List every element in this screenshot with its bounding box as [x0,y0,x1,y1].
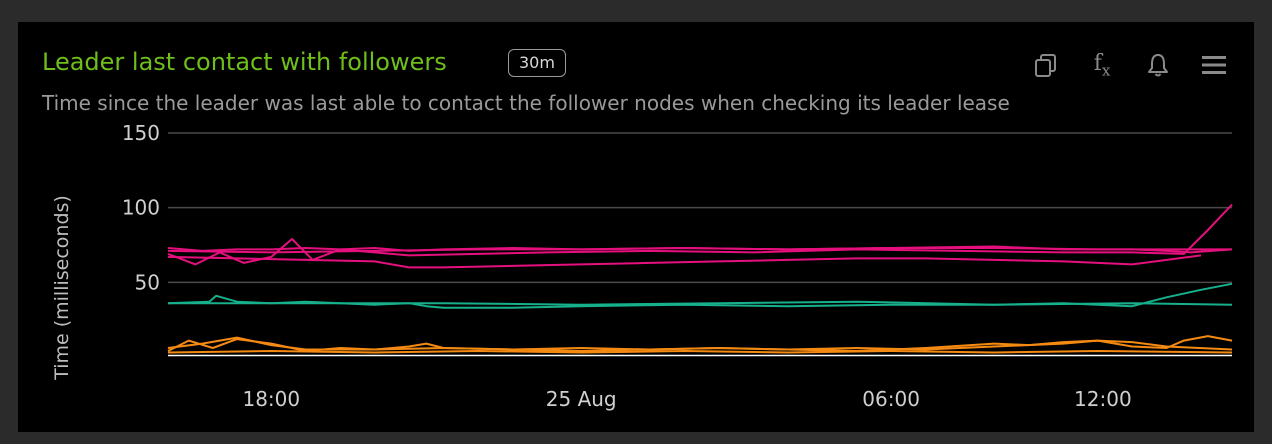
panel-toolbar: fx [1018,50,1242,80]
y-tick-label: 150 [122,121,160,145]
series-line-6[interactable] [168,300,1233,306]
x-tick-label: 12:00 [1074,387,1132,411]
function-icon: fx [1093,50,1111,80]
menu-button[interactable] [1186,50,1242,80]
series-line-4[interactable] [167,247,1232,254]
series-line-9[interactable] [167,350,1233,354]
x-tick-label: 18:00 [242,387,300,411]
series-line-3[interactable] [167,254,1202,269]
x-tick-label: 06:00 [862,387,920,411]
bell-icon [1146,52,1170,78]
menu-icon [1201,54,1227,76]
panel-description: Time since the leader was last able to c… [42,91,1010,115]
chart-panel: Leader last contact with followers 30m T… [18,22,1254,432]
series-line-2[interactable] [167,203,1233,266]
time-range-badge[interactable]: 30m [508,49,566,77]
series-line-8[interactable] [167,336,1233,351]
x-tick-label: 25 Aug [546,387,617,411]
alert-button[interactable] [1130,50,1186,80]
duplicate-button[interactable] [1018,50,1074,80]
panel-title[interactable]: Leader last contact with followers [42,48,447,76]
y-axis-title: Time (milliseconds) [51,195,73,381]
line-chart: 18:00 25 Aug 06:00 12:00 50 100 150 Time (mil… [51,121,1233,411]
duplicate-icon [1033,52,1059,78]
y-tick-label: 100 [122,196,160,220]
y-tick-label: 50 [135,270,160,294]
function-button[interactable]: fx [1074,50,1130,80]
